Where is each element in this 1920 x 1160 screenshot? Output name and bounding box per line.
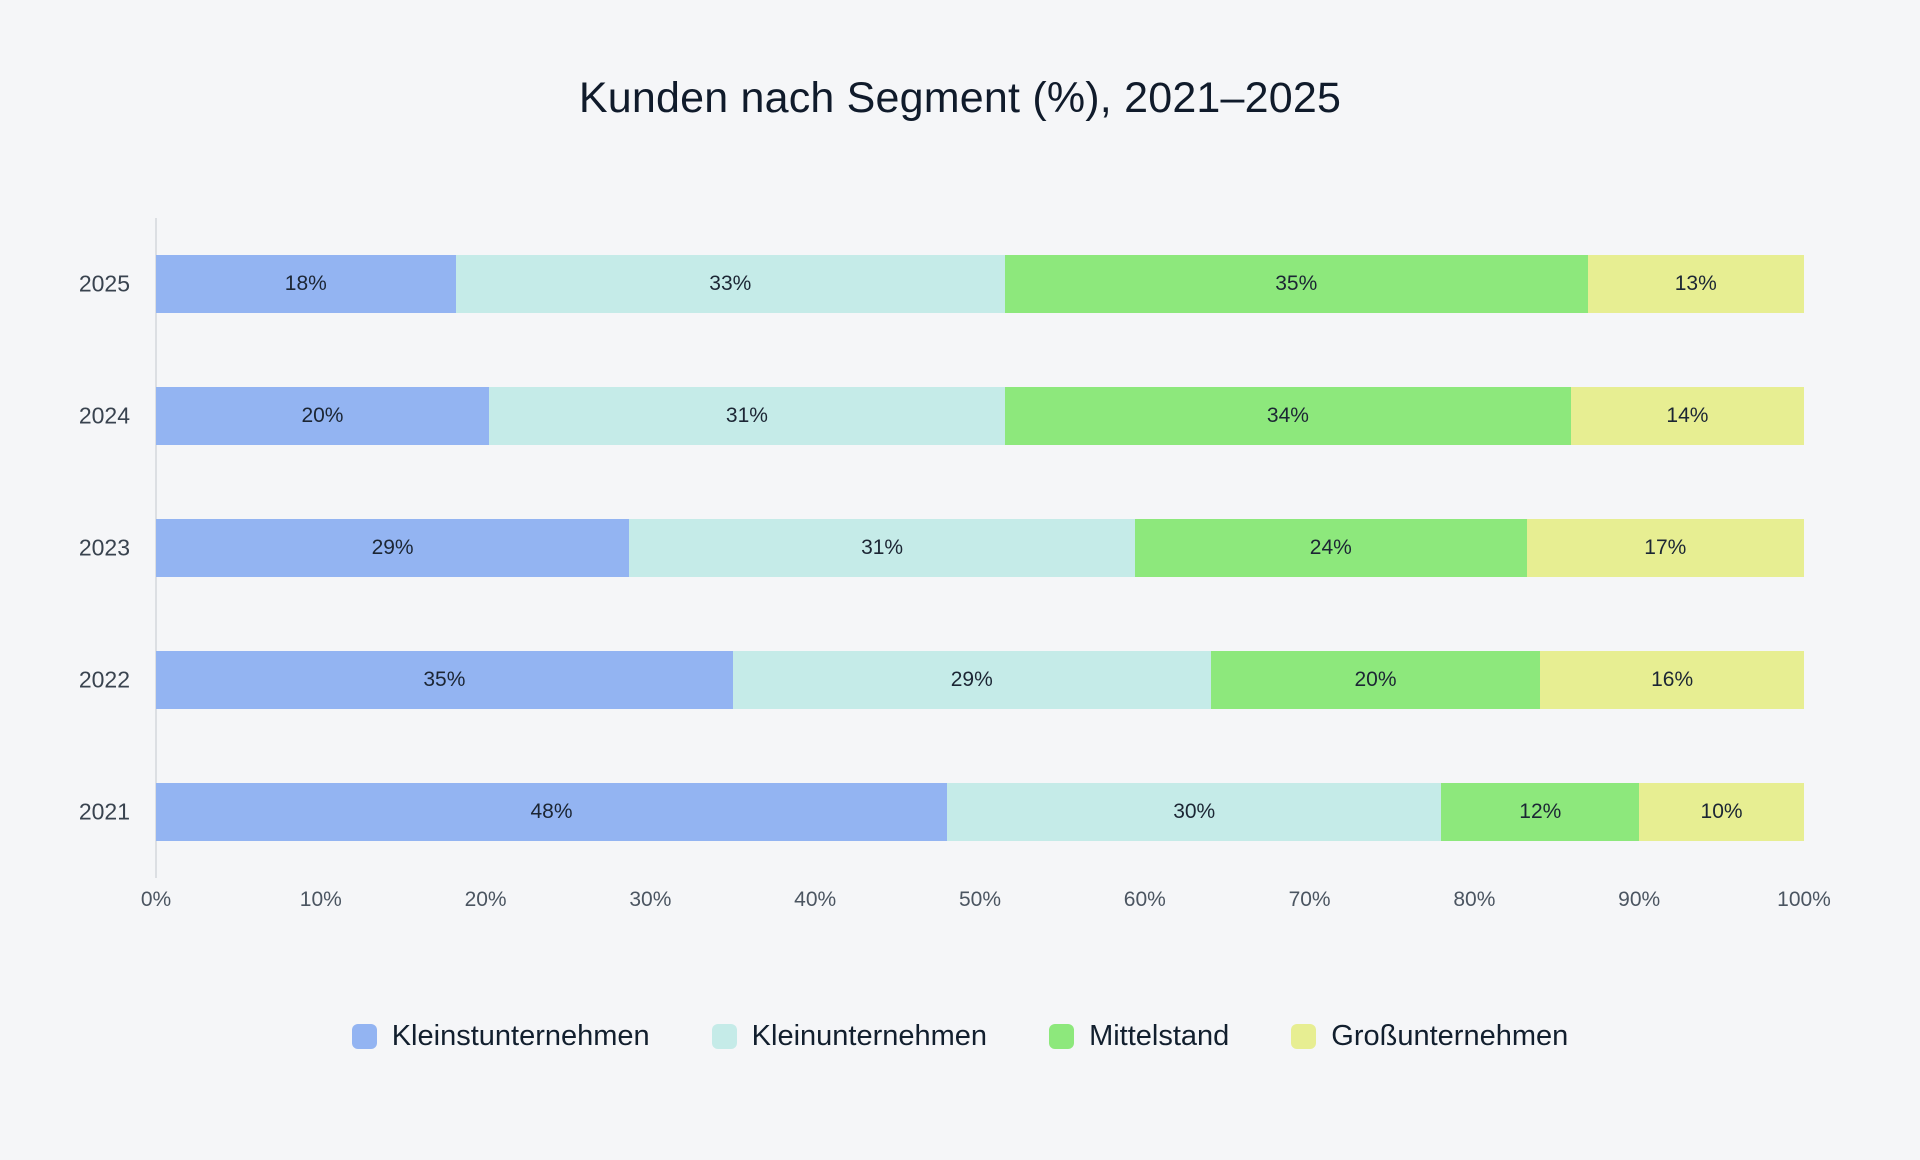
stacked-bar: 48% 30% 12% 10% xyxy=(156,783,1804,841)
legend-item: Kleinunternehmen xyxy=(711,1020,988,1053)
x-axis-tick: 90% xyxy=(1618,888,1661,911)
legend-swatch-icon xyxy=(1291,1024,1317,1049)
segment-value-label: 29% xyxy=(950,668,993,691)
plot-area: 2025 18% 33% 35% 13% 2024 20% 31% 34% 14% 2023 29% 3… xyxy=(79,218,1804,878)
segment-value-label: 17% xyxy=(1644,536,1687,559)
bar-segment-großunternehmen: 16% xyxy=(1540,651,1804,709)
bar-row: 2022 35% 29% 20% 16% xyxy=(79,651,1804,709)
legend-label: Kleinunternehmen xyxy=(751,1020,988,1052)
bar-segment-kleinstunternehmen: 29% xyxy=(156,519,630,577)
segment-value-label: 31% xyxy=(861,536,904,559)
segment-value-label: 14% xyxy=(1666,404,1709,427)
x-axis-tick: 100% xyxy=(1777,888,1831,911)
segment-value-label: 10% xyxy=(1700,800,1743,823)
bar-segment-mittelstand: 24% xyxy=(1135,519,1527,577)
year-label: 2023 xyxy=(78,534,130,561)
stacked-bar: 18% 33% 35% 13% xyxy=(156,255,1804,313)
segment-value-label: 24% xyxy=(1309,536,1352,559)
year-label: 2021 xyxy=(78,798,130,825)
x-axis-tick: 30% xyxy=(629,888,672,911)
bar-segment-großunternehmen: 10% xyxy=(1639,783,1804,841)
legend: Kleinstunternehmen Kleinunternehmen Mittel… xyxy=(0,1020,1920,1053)
stacked-bar: 29% 31% 24% 17% xyxy=(156,519,1804,577)
bar-segment-kleinstunternehmen: 20% xyxy=(156,387,489,445)
legend-item: Großunternehmen xyxy=(1291,1020,1568,1053)
bar-row: 2023 29% 31% 24% 17% xyxy=(79,519,1804,577)
legend-item: Mittelstand xyxy=(1049,1020,1229,1053)
x-axis-tick: 20% xyxy=(464,888,507,911)
legend-swatch-icon xyxy=(711,1024,737,1049)
segment-value-label: 35% xyxy=(423,668,466,691)
bar-row: 2021 48% 30% 12% 10% xyxy=(79,783,1804,841)
year-label: 2025 xyxy=(78,270,130,297)
segment-value-label: 48% xyxy=(530,800,573,823)
segment-value-label: 20% xyxy=(301,404,344,427)
legend-swatch-icon xyxy=(351,1024,377,1049)
segment-value-label: 20% xyxy=(1354,668,1397,691)
legend-label: Mittelstand xyxy=(1089,1020,1230,1052)
bar-segment-großunternehmen: 14% xyxy=(1570,387,1804,445)
x-axis: 0% 10% 20% 30% 40% 50% 60% 70% 80% 90% 100% xyxy=(141,888,1831,918)
bar-segment-mittelstand: 20% xyxy=(1210,651,1541,709)
bar-segment-großunternehmen: 13% xyxy=(1587,255,1804,313)
bar-segment-kleinunternehmen: 29% xyxy=(732,651,1211,709)
x-axis-tick: 70% xyxy=(1288,888,1331,911)
bar-segment-kleinstunternehmen: 35% xyxy=(156,651,733,709)
bar-segment-kleinunternehmen: 31% xyxy=(629,519,1135,577)
legend-swatch-icon xyxy=(1049,1024,1075,1049)
segment-value-label: 35% xyxy=(1275,272,1318,295)
year-label: 2024 xyxy=(78,402,130,429)
segment-value-label: 34% xyxy=(1266,404,1309,427)
segment-value-label: 18% xyxy=(284,272,327,295)
legend-label: Kleinstunternehmen xyxy=(391,1020,650,1052)
x-axis-tick: 0% xyxy=(140,888,172,911)
bar-row: 2025 18% 33% 35% 13% xyxy=(79,255,1804,313)
bar-segment-mittelstand: 34% xyxy=(1004,387,1571,445)
x-axis-tick: 80% xyxy=(1453,888,1496,911)
bar-segment-kleinstunternehmen: 18% xyxy=(156,255,456,313)
stacked-bar: 35% 29% 20% 16% xyxy=(156,651,1804,709)
year-label: 2022 xyxy=(78,666,130,693)
bar-row: 2024 20% 31% 34% 14% xyxy=(79,387,1804,445)
x-axis-tick: 60% xyxy=(1123,888,1166,911)
bar-segment-großunternehmen: 17% xyxy=(1526,519,1804,577)
x-axis-tick: 10% xyxy=(299,888,342,911)
bar-segment-kleinstunternehmen: 48% xyxy=(156,783,948,841)
stacked-bar: 20% 31% 34% 14% xyxy=(156,387,1804,445)
legend-label: Großunternehmen xyxy=(1331,1020,1569,1052)
x-axis-tick: 40% xyxy=(794,888,837,911)
bar-segment-kleinunternehmen: 33% xyxy=(455,255,1005,313)
bar-segment-kleinunternehmen: 30% xyxy=(947,783,1442,841)
segment-value-label: 30% xyxy=(1173,800,1216,823)
bar-segment-mittelstand: 35% xyxy=(1004,255,1588,313)
segment-value-label: 33% xyxy=(709,272,752,295)
segment-value-label: 13% xyxy=(1674,272,1717,295)
bar-segment-mittelstand: 12% xyxy=(1441,783,1640,841)
bar-segment-kleinunternehmen: 31% xyxy=(488,387,1005,445)
segment-value-label: 29% xyxy=(371,536,414,559)
legend-item: Kleinstunternehmen xyxy=(351,1020,650,1053)
chart-title: Kunden nach Segment (%), 2021–2025 xyxy=(578,74,1342,122)
x-axis-tick: 50% xyxy=(958,888,1002,911)
segment-value-label: 12% xyxy=(1519,800,1562,823)
segment-value-label: 16% xyxy=(1651,668,1694,691)
segment-value-label: 31% xyxy=(725,404,768,427)
